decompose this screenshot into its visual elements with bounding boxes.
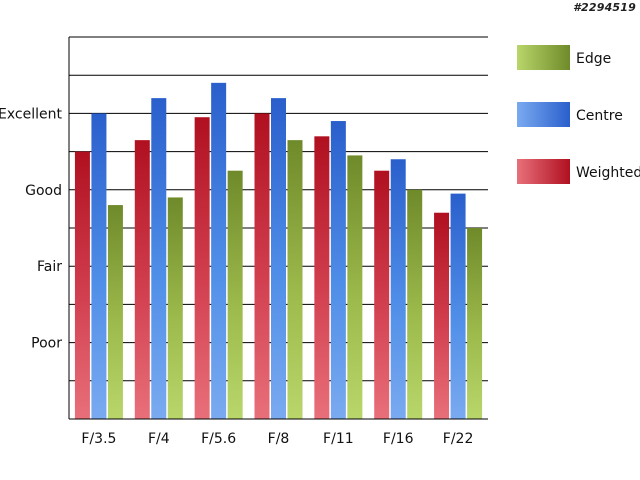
legend: Edge Centre Weighted	[517, 45, 640, 184]
bar-centre-f-11	[330, 121, 346, 419]
bars	[74, 82, 483, 420]
bar-centre-f-4	[151, 98, 167, 420]
legend-swatch-centre	[517, 102, 570, 127]
bar-weighted-f-11	[314, 136, 330, 419]
legend-label-weighted: Weighted	[576, 165, 640, 181]
legend-label-edge: Edge	[576, 51, 611, 67]
bar-centre-f-5-6	[211, 82, 227, 419]
x-tick-f-16: F/16	[383, 431, 414, 447]
legend-swatch-edge	[517, 45, 570, 70]
bar-edge-f-8	[287, 140, 303, 419]
legend-label-centre: Centre	[576, 108, 623, 124]
y-tick-labels: Poor Fair Good Excellent	[0, 106, 63, 351]
x-tick-f-22: F/22	[443, 431, 474, 447]
bar-edge-f-3-5	[107, 205, 123, 419]
y-tick-poor: Poor	[31, 336, 62, 352]
bar-centre-f-3-5	[91, 113, 107, 420]
x-tick-f-8: F/8	[268, 431, 290, 447]
bar-edge-f-11	[347, 155, 363, 420]
y-tick-good: Good	[25, 183, 62, 199]
bar-weighted-f-3-5	[74, 151, 90, 419]
bar-edge-f-5-6	[227, 170, 243, 419]
bar-weighted-f-5-6	[194, 117, 210, 419]
x-tick-f-11: F/11	[323, 431, 354, 447]
bar-weighted-f-8	[254, 113, 270, 420]
bar-weighted-f-22	[434, 212, 450, 419]
legend-swatch-weighted	[517, 159, 570, 184]
y-tick-excellent: Excellent	[0, 106, 63, 122]
bar-edge-f-4	[167, 197, 183, 419]
bar-weighted-f-4	[134, 140, 150, 419]
watermark: #2294519	[573, 1, 636, 14]
x-tick-labels: F/3.5 F/4 F/5.6 F/8 F/11 F/16 F/22	[81, 431, 473, 447]
x-tick-f-5-6: F/5.6	[201, 431, 236, 447]
bar-edge-f-22	[467, 228, 483, 419]
bar-centre-f-8	[271, 98, 286, 420]
x-tick-f-4: F/4	[148, 431, 170, 447]
bar-centre-f-22	[450, 193, 466, 419]
bar-centre-f-16	[390, 159, 406, 420]
x-tick-f-3-5: F/3.5	[81, 431, 116, 447]
y-tick-fair: Fair	[37, 259, 62, 275]
bar-edge-f-16	[407, 189, 423, 419]
bar-weighted-f-16	[374, 170, 390, 419]
axes	[68, 37, 488, 420]
